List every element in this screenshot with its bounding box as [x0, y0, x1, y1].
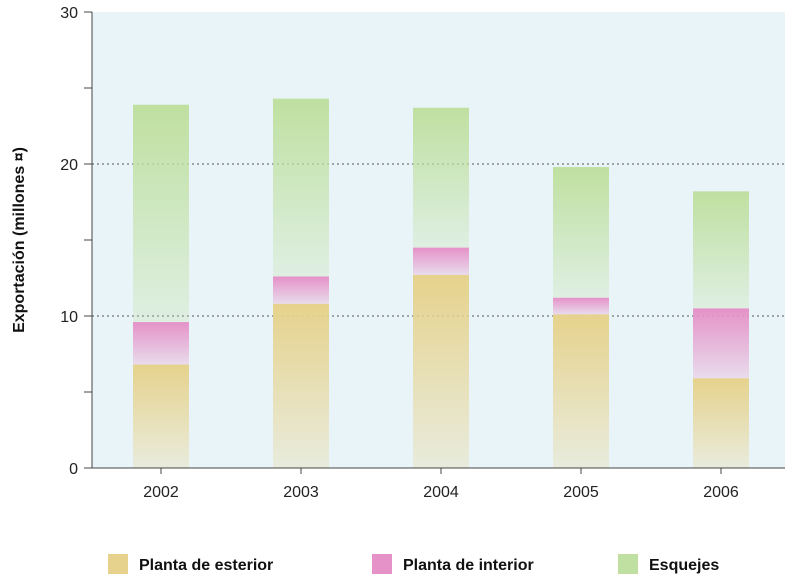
bar-2005-planta-de-interior [553, 297, 609, 315]
y-tick-label: 30 [60, 5, 78, 22]
legend-label: Planta de interior [403, 557, 534, 574]
bar-2003-planta-de-interior [273, 276, 329, 304]
bar-2002-planta-de-esterior [133, 364, 189, 468]
x-tick-label: 2003 [283, 484, 319, 501]
x-tick-label: 2006 [703, 484, 739, 501]
bars [133, 98, 749, 468]
legend: Planta de esterior Planta de interior Esqu… [108, 554, 719, 574]
y-tick-label: 0 [69, 461, 78, 478]
bar-2002-esquejes [133, 104, 189, 323]
y-tick-label: 20 [60, 157, 78, 174]
y-axis-title: Exportación (millones ¤) [11, 147, 28, 333]
bar-2003-planta-de-esterior [273, 303, 329, 468]
x-axis-labels: 2002 2003 2004 2005 2006 [143, 468, 739, 501]
bar-2006-planta-de-esterior [693, 378, 749, 468]
x-tick-label: 2005 [563, 484, 599, 501]
bar-2002-planta-de-interior [133, 322, 189, 365]
y-axis: 0 10 20 30 [60, 5, 785, 478]
bar-2003-esquejes [273, 98, 329, 277]
bar-2004-esquejes [413, 107, 469, 248]
legend-label: Esquejes [649, 557, 719, 574]
legend-label: Planta de esterior [139, 557, 273, 574]
x-tick-label: 2002 [143, 484, 179, 501]
y-tick-label: 10 [60, 309, 78, 326]
bar-2004-planta-de-esterior [413, 274, 469, 468]
bar-2006-esquejes [693, 191, 749, 309]
bar-2004-planta-de-interior [413, 247, 469, 275]
bar-2005-esquejes [553, 167, 609, 298]
legend-swatch [108, 554, 128, 574]
bar-2005-planta-de-esterior [553, 314, 609, 468]
x-tick-label: 2004 [423, 484, 459, 501]
legend-swatch [372, 554, 392, 574]
legend-swatch [618, 554, 638, 574]
bar-2006-planta-de-interior [693, 308, 749, 379]
